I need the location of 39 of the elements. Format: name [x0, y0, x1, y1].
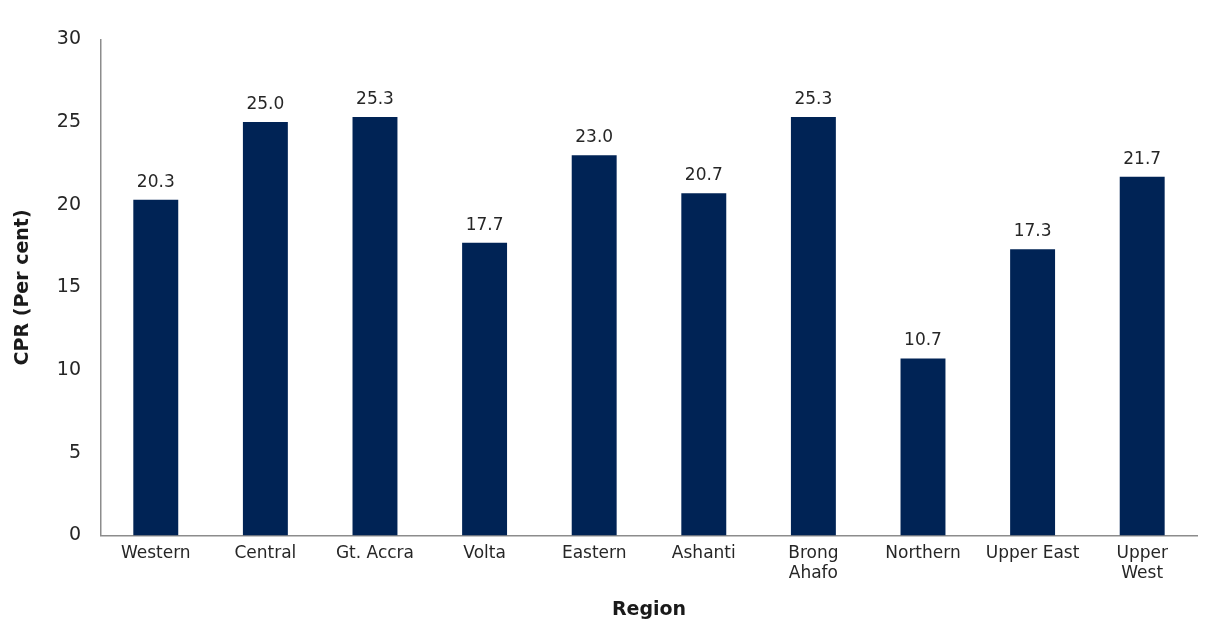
bar — [900, 358, 946, 536]
x-tick-label: Brong Ahafo — [788, 542, 839, 583]
bar — [1010, 249, 1056, 536]
data-label: 20.7 — [684, 164, 723, 185]
x-axis-title: Region — [611, 596, 687, 619]
x-tick-label: Ashanti — [671, 542, 736, 563]
data-label: 25.3 — [356, 88, 394, 109]
bar — [571, 155, 617, 536]
x-tick-label: Volta — [463, 542, 506, 563]
bar — [681, 193, 727, 536]
x-tick-label: Gt. Accra — [335, 542, 415, 563]
x-tick-label: Central — [234, 542, 297, 563]
x-tick-label: Eastern — [561, 542, 627, 563]
y-tick-label: 0 — [68, 522, 81, 545]
y-tick-label: 10 — [56, 357, 81, 379]
y-axis-title: CPR (Per cent) — [10, 209, 33, 366]
bar — [462, 242, 508, 536]
data-label: 21.7 — [1123, 147, 1162, 168]
y-tick-label: 25 — [56, 109, 81, 131]
data-label: 23.0 — [575, 126, 614, 147]
y-tick-label: 30 — [56, 26, 81, 49]
bar — [133, 199, 179, 536]
x-tick-label: Upper West — [1116, 542, 1168, 583]
data-label: 20.3 — [136, 170, 175, 191]
data-label: 25.3 — [794, 88, 833, 109]
x-tick-label: Northern — [885, 542, 961, 563]
y-tick-label: 5 — [68, 439, 81, 462]
bar — [790, 117, 836, 536]
data-label: 25.0 — [246, 92, 285, 113]
bar — [242, 122, 288, 536]
x-tick-label: Upper East — [985, 542, 1080, 563]
x-tick-label: Western — [120, 542, 191, 563]
data-label: 17.7 — [465, 213, 504, 234]
data-label: 10.7 — [904, 329, 942, 350]
bar — [352, 117, 398, 536]
y-tick-label: 15 — [56, 274, 81, 297]
data-label: 17.3 — [1013, 220, 1052, 241]
bar — [1119, 176, 1165, 536]
y-tick-label: 20 — [56, 191, 81, 214]
